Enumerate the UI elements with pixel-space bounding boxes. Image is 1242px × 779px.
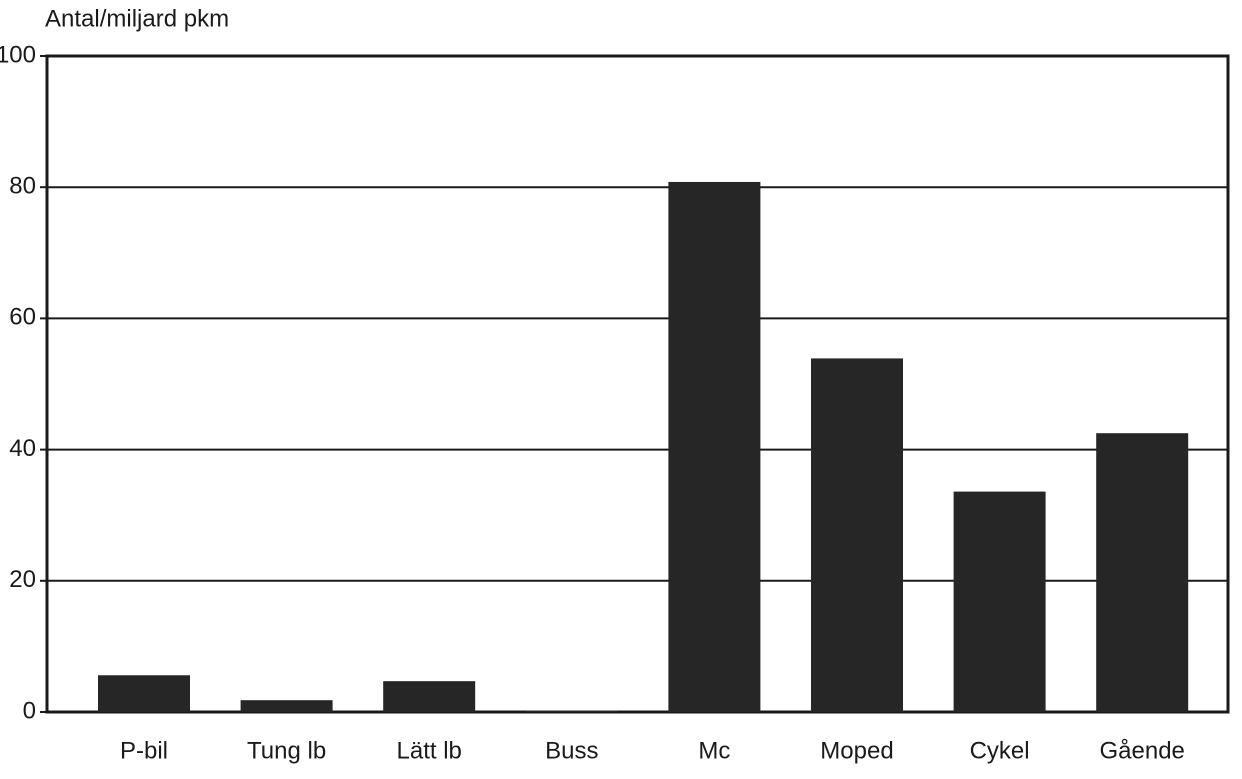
- y-tick-label: 20: [9, 566, 36, 593]
- bar: [953, 491, 1046, 712]
- x-tick-label: Mc: [698, 737, 730, 764]
- y-tick-label: 60: [9, 304, 36, 331]
- bar: [98, 675, 190, 712]
- x-tick-label: Cykel: [970, 737, 1030, 764]
- bar: [668, 181, 761, 712]
- x-tick-label: Gående: [1099, 737, 1184, 764]
- x-tick-label: Lätt lb: [397, 737, 462, 764]
- y-tick-label: 0: [23, 697, 36, 724]
- y-tick-label: 80: [9, 173, 36, 200]
- bar: [811, 358, 903, 712]
- x-tick-label: Tung lb: [247, 737, 326, 764]
- x-tick-label: Buss: [545, 737, 598, 764]
- x-tick-label: P-bil: [120, 737, 168, 764]
- y-axis-label: Antal/miljard pkm: [45, 5, 229, 32]
- y-tick-label: 40: [9, 435, 36, 462]
- x-tick-label: Moped: [820, 737, 893, 764]
- bar: [383, 681, 476, 712]
- bar: [240, 700, 333, 712]
- plot-frame: [45, 54, 1230, 714]
- bar: [1096, 433, 1189, 712]
- bar: [525, 710, 618, 712]
- y-tick-label: 100: [0, 41, 36, 68]
